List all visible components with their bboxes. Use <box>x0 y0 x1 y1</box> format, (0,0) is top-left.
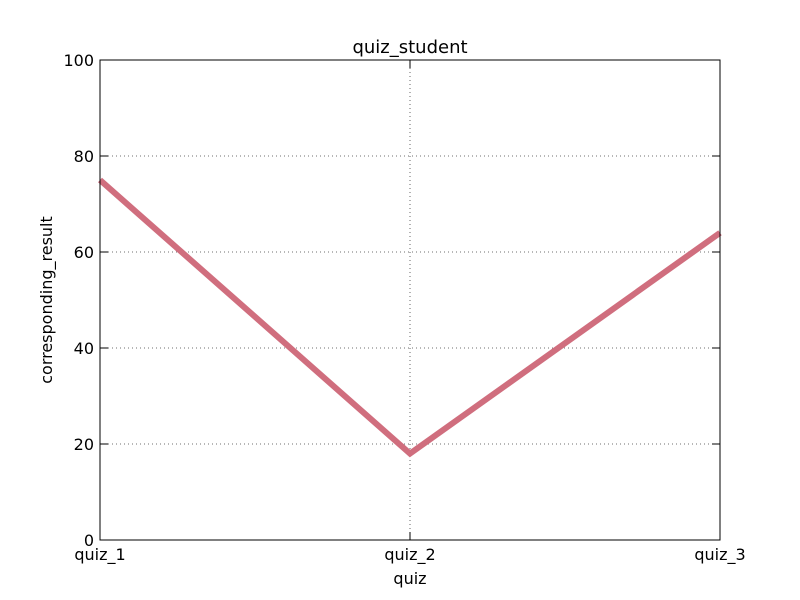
y-tick-label: 20 <box>74 435 94 454</box>
y-tick-label: 80 <box>74 147 94 166</box>
x-tick-label: quiz_3 <box>694 545 745 565</box>
y-tick-label: 60 <box>74 243 94 262</box>
y-axis-label: corresponding_result <box>37 216 57 384</box>
x-tick-label: quiz_2 <box>384 545 435 565</box>
chart-title: quiz_student <box>352 37 467 58</box>
y-tick-label: 0 <box>84 531 94 550</box>
y-tick-label: 40 <box>74 339 94 358</box>
x-axis-label: quiz <box>393 569 426 588</box>
tick-layer: 0 20 40 60 80 100 quiz_1 quiz_2 quiz_3 <box>63 51 745 565</box>
x-tick-label: quiz_1 <box>74 545 125 565</box>
y-tick-label: 100 <box>63 51 94 70</box>
